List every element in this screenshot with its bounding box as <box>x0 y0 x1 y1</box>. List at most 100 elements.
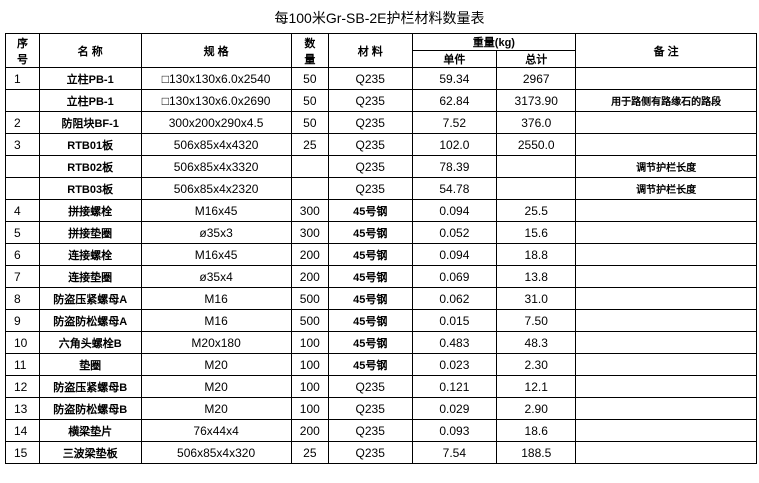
cell-name: 连接螺栓 <box>38 243 142 266</box>
cell-name: 防阻块BF-1 <box>38 111 142 134</box>
cell-name: RTB02板 <box>38 155 142 178</box>
table-row: 14 横梁垫片 76x44x4 200 Q235 0.093 18.6 <box>5 419 757 442</box>
materials-table: 序号 名 称 规 格 数量 材 料 重量(kg) 备 注 单件 总计 1 立柱PB… <box>5 33 757 464</box>
cell-spec: ø35x4 <box>140 265 292 288</box>
cell-material: Q235 <box>327 419 413 442</box>
cell-seq: 13 <box>5 397 40 420</box>
cell-note <box>575 331 757 354</box>
table-row: RTB03板 506x85x4x2320 Q235 54.78 调节护栏长度 <box>5 177 757 200</box>
cell-qty: 100 <box>290 375 329 398</box>
cell-seq: 10 <box>5 331 40 354</box>
cell-spec: M16 <box>140 287 292 310</box>
cell-name: RTB01板 <box>38 133 142 156</box>
cell-qty: 25 <box>290 441 329 464</box>
cell-spec: M20 <box>140 397 292 420</box>
cell-unit: 62.84 <box>411 89 498 112</box>
cell-material: Q235 <box>327 133 413 156</box>
cell-spec: M20 <box>140 375 292 398</box>
cell-seq: 6 <box>5 243 40 266</box>
cell-total: 188.5 <box>496 441 577 464</box>
cell-spec: 506x85x4x320 <box>140 441 292 464</box>
cell-unit: 0.121 <box>411 375 498 398</box>
cell-material: 45号钢 <box>327 199 413 222</box>
cell-material: 45号钢 <box>327 331 413 354</box>
cell-total <box>496 155 577 178</box>
cell-spec: M20x180 <box>140 331 292 354</box>
cell-spec: □130x130x6.0x2540 <box>140 67 292 90</box>
cell-material: Q235 <box>327 375 413 398</box>
cell-spec: ø35x3 <box>140 221 292 244</box>
cell-note: 调节护栏长度 <box>575 177 757 200</box>
table-row: 6 连接螺栓 M16x45 200 45号钢 0.094 18.8 <box>5 243 757 266</box>
cell-qty: 200 <box>290 419 329 442</box>
cell-note: 用于路侧有路缘石的路段 <box>575 89 757 112</box>
cell-unit: 0.093 <box>411 419 498 442</box>
cell-seq: 7 <box>5 265 40 288</box>
cell-note <box>575 221 757 244</box>
cell-qty: 50 <box>290 89 329 112</box>
table-row: 10 六角头螺栓B M20x180 100 45号钢 0.483 48.3 <box>5 331 757 354</box>
cell-unit: 0.052 <box>411 221 498 244</box>
cell-unit: 7.52 <box>411 111 498 134</box>
cell-spec: M16 <box>140 309 292 332</box>
cell-name: 立柱PB-1 <box>38 67 142 90</box>
table-row: 15 三波梁垫板 506x85x4x320 25 Q235 7.54 188.5 <box>5 441 757 464</box>
cell-qty: 300 <box>290 221 329 244</box>
cell-qty: 500 <box>290 309 329 332</box>
cell-name: 三波梁垫板 <box>38 441 142 464</box>
cell-qty: 200 <box>290 265 329 288</box>
cell-note <box>575 243 757 266</box>
cell-material: Q235 <box>327 111 413 134</box>
table-row: 13 防盗防松螺母B M20 100 Q235 0.029 2.90 <box>5 397 757 420</box>
cell-name: 连接垫圈 <box>38 265 142 288</box>
table-row: 5 拼接垫圈 ø35x3 300 45号钢 0.052 15.6 <box>5 221 757 244</box>
cell-total: 376.0 <box>496 111 577 134</box>
cell-seq: 4 <box>5 199 40 222</box>
cell-unit: 0.483 <box>411 331 498 354</box>
table-row: RTB02板 506x85x4x3320 Q235 78.39 调节护栏长度 <box>5 155 757 178</box>
cell-name: RTB03板 <box>38 177 142 200</box>
cell-total: 2967 <box>496 67 577 90</box>
cell-note: 调节护栏长度 <box>575 155 757 178</box>
cell-unit: 0.015 <box>411 309 498 332</box>
cell-seq: 15 <box>5 441 40 464</box>
cell-material: Q235 <box>327 397 413 420</box>
cell-unit: 0.062 <box>411 287 498 310</box>
cell-total: 2.90 <box>496 397 577 420</box>
cell-seq: 5 <box>5 221 40 244</box>
cell-qty: 50 <box>290 67 329 90</box>
cell-total: 3173.90 <box>496 89 577 112</box>
cell-seq: 8 <box>5 287 40 310</box>
cell-name: 立柱PB-1 <box>38 89 142 112</box>
header-weight: 重量(kg) <box>411 33 577 51</box>
cell-qty: 500 <box>290 287 329 310</box>
cell-total: 12.1 <box>496 375 577 398</box>
header-note: 备 注 <box>575 33 757 68</box>
table-row: 7 连接垫圈 ø35x4 200 45号钢 0.069 13.8 <box>5 265 757 288</box>
cell-total: 48.3 <box>496 331 577 354</box>
cell-qty: 100 <box>290 397 329 420</box>
cell-name: 拼接垫圈 <box>38 221 142 244</box>
cell-note <box>575 309 757 332</box>
cell-spec: 506x85x4x4320 <box>140 133 292 156</box>
header-unit-weight: 单件 <box>411 50 498 68</box>
cell-total: 13.8 <box>496 265 577 288</box>
cell-name: 防盗压紧螺母A <box>38 287 142 310</box>
table-row: 9 防盗防松螺母A M16 500 45号钢 0.015 7.50 <box>5 309 757 332</box>
cell-seq <box>5 155 40 178</box>
header-spec: 规 格 <box>140 33 292 68</box>
cell-spec: □130x130x6.0x2690 <box>140 89 292 112</box>
cell-qty: 100 <box>290 331 329 354</box>
cell-qty: 100 <box>290 353 329 376</box>
cell-total: 2.30 <box>496 353 577 376</box>
cell-unit: 0.094 <box>411 243 498 266</box>
table-row: 2 防阻块BF-1 300x200x290x4.5 50 Q235 7.52 376.0 <box>5 111 757 134</box>
cell-unit: 0.069 <box>411 265 498 288</box>
table-title: 每100米Gr-SB-2E护栏材料数量表 <box>274 10 485 26</box>
cell-seq: 11 <box>5 353 40 376</box>
table-row: 3 RTB01板 506x85x4x4320 25 Q235 102.0 2550.0 <box>5 133 757 156</box>
header-seq: 序号 <box>5 33 40 68</box>
cell-note <box>575 133 757 156</box>
cell-note <box>575 265 757 288</box>
table-row: 4 拼接螺栓 M16x45 300 45号钢 0.094 25.5 <box>5 199 757 222</box>
